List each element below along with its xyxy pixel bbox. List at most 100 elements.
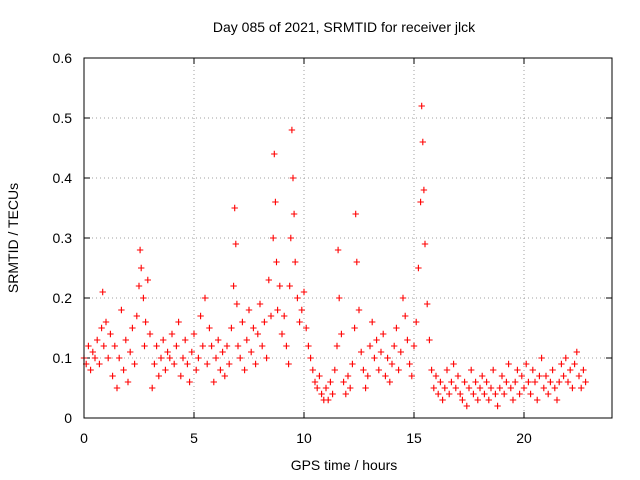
data-point: [432, 372, 440, 380]
data-point: [231, 204, 238, 212]
data-point: [562, 354, 569, 362]
data-point: [98, 324, 105, 332]
data-point: [303, 324, 310, 332]
data-point: [305, 342, 312, 350]
data-point: [487, 384, 495, 392]
data-point: [448, 378, 455, 386]
data-point: [278, 330, 286, 338]
data-point: [296, 318, 303, 326]
data-point: [342, 390, 349, 398]
data-point: [186, 378, 193, 386]
data-point: [501, 390, 508, 398]
data-point: [327, 378, 334, 386]
data-point: [454, 372, 462, 380]
data-point: [190, 330, 198, 338]
data-point: [476, 384, 484, 392]
data-point: [355, 306, 363, 314]
data-point: [171, 360, 178, 368]
data-point: [483, 378, 490, 386]
data-point: [388, 360, 396, 368]
data-point: [254, 330, 261, 338]
data-point: [352, 210, 359, 218]
data-point: [406, 360, 413, 368]
data-point: [384, 354, 391, 362]
data-point: [514, 366, 521, 374]
data-point: [140, 294, 147, 302]
data-point: [399, 294, 407, 302]
data-point: [188, 348, 195, 356]
data-point: [243, 336, 250, 344]
data-point: [531, 378, 539, 386]
data-point: [234, 342, 242, 350]
data-point: [415, 264, 422, 272]
data-point: [333, 342, 341, 350]
data-point: [419, 138, 426, 146]
data-point: [358, 348, 365, 356]
data-point: [131, 360, 138, 368]
data-point: [373, 336, 380, 344]
y-tick-label: 0.2: [53, 290, 73, 306]
data-point: [138, 264, 145, 272]
data-point: [443, 366, 451, 374]
data-point: [212, 354, 220, 362]
data-point: [450, 360, 457, 368]
data-point: [452, 384, 459, 392]
data-point: [551, 384, 558, 392]
data-point: [336, 294, 343, 302]
data-point: [571, 360, 578, 368]
data-point: [155, 372, 162, 380]
data-point: [100, 342, 107, 350]
grid: [84, 58, 612, 418]
data-point: [151, 360, 158, 368]
data-point: [569, 384, 576, 392]
data-point: [382, 372, 389, 380]
plot-frame: [83, 57, 613, 419]
data-point: [149, 384, 156, 392]
data-point: [237, 354, 244, 362]
data-point: [479, 372, 486, 380]
data-point: [259, 342, 266, 350]
data-point: [556, 378, 563, 386]
data-point: [96, 360, 103, 368]
data-point: [286, 282, 293, 290]
data-point: [197, 312, 204, 320]
data-point: [199, 342, 206, 350]
data-point: [360, 366, 367, 374]
data-point: [281, 312, 288, 320]
data-point: [267, 312, 275, 320]
data-point: [182, 336, 189, 344]
data-point: [168, 330, 176, 338]
data-point: [206, 324, 213, 332]
data-point: [311, 378, 319, 386]
data-point: [492, 390, 499, 398]
data-point: [290, 210, 298, 218]
data-point: [87, 366, 94, 374]
data-point: [219, 348, 226, 356]
data-point: [91, 354, 99, 362]
data-point: [274, 306, 281, 314]
data-point: [545, 390, 552, 398]
data-point: [542, 372, 550, 380]
data-point: [118, 306, 125, 314]
data-point: [314, 384, 321, 392]
data-point: [472, 378, 479, 386]
data-point: [349, 360, 356, 368]
y-tick-label: 0.5: [53, 110, 73, 126]
data-point: [490, 366, 497, 374]
data-point: [503, 378, 510, 386]
x-tick-label: 10: [296, 430, 312, 446]
data-point: [239, 318, 246, 326]
data-point: [424, 300, 431, 308]
x-tick-label: 15: [406, 430, 422, 446]
data-point: [334, 246, 342, 254]
data-point: [153, 342, 160, 350]
data-point: [276, 282, 283, 290]
data-point: [173, 342, 180, 350]
data-point: [105, 354, 112, 362]
data-point: [485, 396, 492, 404]
data-point: [179, 354, 187, 362]
data-point: [157, 354, 165, 362]
data-point: [578, 384, 585, 392]
data-point: [111, 342, 118, 350]
data-point: [461, 378, 468, 386]
